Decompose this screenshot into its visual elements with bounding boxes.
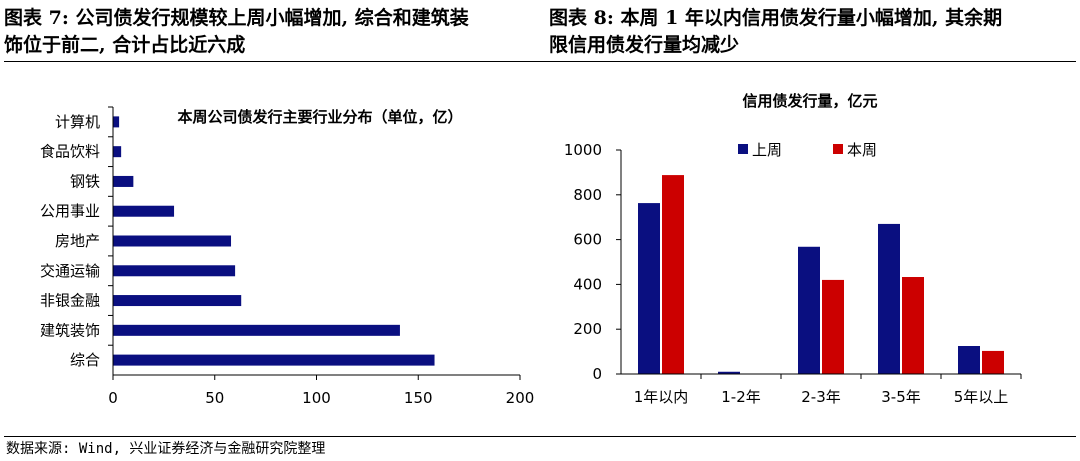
chart1-title: 本周公司债发行主要行业分布（单位，亿） (177, 108, 462, 126)
chart1-category-label: 交通运输 (40, 262, 100, 280)
left-caption-line2: 饰位于前二, 合计占比近六成 (4, 34, 246, 56)
chart2-y-tick-label: 600 (573, 231, 602, 249)
chart2-legend-swatch-2 (833, 144, 843, 154)
chart1-category-label: 食品饮料 (40, 143, 100, 161)
chart2-title: 信用债发行量，亿元 (742, 92, 877, 110)
chart1-x-tick-label: 50 (205, 389, 224, 407)
source-note: 数据来源: Wind, 兴业证券经济与金融研究院整理 (6, 441, 326, 457)
chart2-y-tick-label: 800 (573, 186, 602, 204)
chart1-x-tick-label: 100 (302, 389, 331, 407)
chart2-legend-label-2: 本周 (847, 141, 877, 159)
industry-bar-chart: 本周公司债发行主要行业分布（单位，亿） 计算机食品饮料钢铁公用事业房地产交通运输非… (40, 106, 535, 407)
chart1-bar-5 (113, 235, 232, 247)
chart1-x-tick-label: 150 (404, 389, 433, 407)
chart2-category-label: 2-3年 (801, 388, 841, 406)
chart1-x-tick-label: 0 (108, 389, 118, 407)
chart1-category-label: 建筑装饰 (40, 321, 100, 339)
chart2-bar-last-week-2 (718, 371, 740, 374)
chart1-category-label: 钢铁 (70, 172, 100, 190)
chart1-bar-4 (113, 205, 175, 217)
caption-divider (4, 61, 1076, 62)
chart1-bar-3 (113, 175, 134, 187)
chart2-legend-label-1: 上周 (752, 141, 782, 159)
left-caption-line1: 图表 7: 公司债发行规模较上周小幅增加, 综合和建筑装 (4, 7, 469, 29)
chart1-bar-8 (113, 324, 400, 336)
chart1-bar-1 (113, 116, 120, 128)
chart1-category-label: 非银金融 (40, 292, 100, 310)
chart1-bar-6 (113, 265, 236, 277)
right-caption-line1: 图表 8: 本周 1 年以内信用债发行量小幅增加, 其余期 (549, 7, 1003, 29)
right-caption-line2: 限信用债发行量均减少 (549, 34, 740, 56)
chart1-bar-9 (113, 354, 435, 366)
chart2-category-label: 3-5年 (881, 388, 921, 406)
chart2-category-label: 1-2年 (721, 388, 761, 406)
chart1-category-label: 公用事业 (40, 202, 100, 220)
chart2-category-label: 1年以内 (634, 388, 689, 406)
chart1-x-tick-label: 200 (506, 389, 535, 407)
chart2-y-tick-label: 200 (573, 320, 602, 338)
chart2-y-tick-label: 400 (573, 275, 602, 293)
chart1-bar-7 (113, 295, 242, 307)
chart2-bar-last-week-4 (878, 223, 900, 374)
chart2-y-tick-label: 0 (592, 365, 602, 383)
chart1-bar-2 (113, 146, 122, 158)
source-divider (4, 436, 1076, 437)
chart2-bar-this-week-4 (902, 277, 924, 374)
chart2-bar-last-week-5 (958, 346, 980, 374)
chart1-category-label: 计算机 (55, 113, 100, 131)
chart1-category-label: 综合 (70, 351, 100, 369)
chart2-legend-swatch-1 (738, 144, 748, 154)
chart1-category-label: 房地产 (55, 232, 100, 250)
chart2-y-tick-label: 1000 (564, 141, 602, 159)
chart2-bar-this-week-1 (662, 175, 684, 374)
chart2-bar-last-week-3 (798, 246, 820, 374)
chart2-bar-this-week-5 (982, 350, 1004, 374)
chart2-bar-this-week-3 (822, 279, 844, 374)
chart2-category-label: 5年以上 (954, 388, 1009, 406)
chart2-bar-last-week-1 (638, 203, 660, 374)
